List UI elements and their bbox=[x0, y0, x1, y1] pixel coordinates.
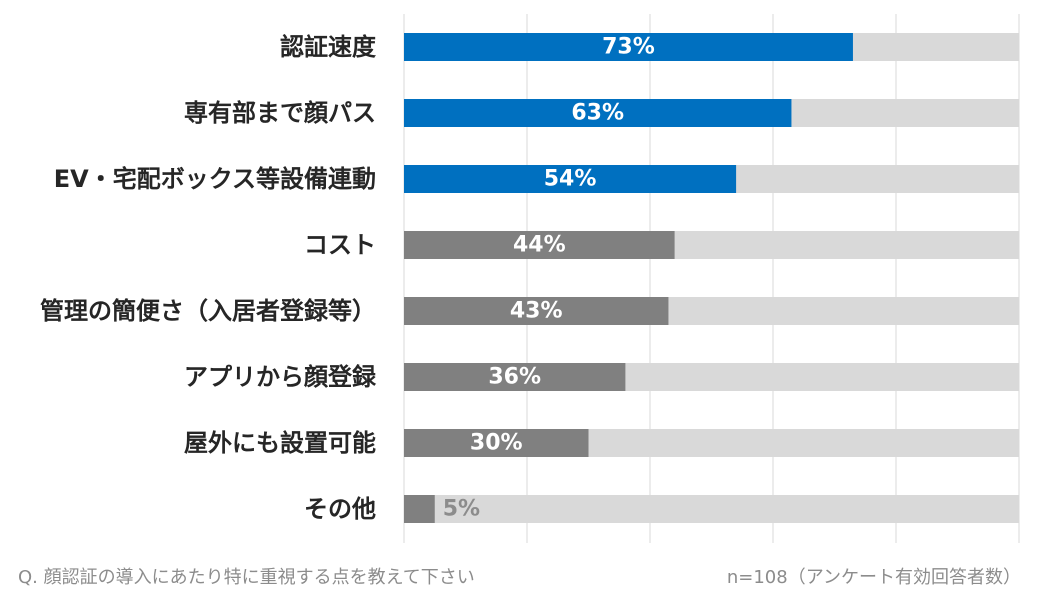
value-label: 5% bbox=[443, 497, 480, 522]
category-label: 専有部まで顔パス bbox=[184, 99, 376, 127]
bar-track bbox=[404, 495, 1019, 523]
bar bbox=[404, 99, 792, 127]
category-label: EV・宅配ボックス等設備連動 bbox=[54, 165, 376, 193]
category-label: その他 bbox=[304, 495, 376, 523]
bar bbox=[404, 297, 669, 325]
category-label: アプリから顔登録 bbox=[184, 363, 377, 391]
bar bbox=[404, 429, 589, 457]
bar bbox=[404, 495, 435, 523]
value-label: 63% bbox=[571, 101, 624, 126]
category-label: 管理の簡便さ（入居者登録等） bbox=[40, 297, 376, 325]
value-label: 73% bbox=[602, 35, 655, 60]
sample-size-note: n=108（アンケート有効回答者数） bbox=[726, 567, 1021, 588]
bar-chart: 認証速度 73% 専有部まで顔パス 63% EV・宅配ボックス等設備連動 54% コスト 44… bbox=[40, 14, 1020, 543]
category-label: 認証速度 bbox=[280, 33, 377, 61]
value-label: 54% bbox=[544, 167, 597, 192]
category-label: 屋外にも設置可能 bbox=[184, 429, 376, 457]
value-label: 43% bbox=[510, 299, 563, 324]
value-label: 36% bbox=[488, 365, 541, 390]
value-label: 44% bbox=[513, 233, 566, 258]
category-label: コスト bbox=[304, 231, 376, 259]
bar bbox=[404, 231, 675, 259]
bar bbox=[404, 363, 626, 391]
bar bbox=[404, 165, 737, 193]
survey-question: Q. 顔認証の導入にあたり特に重視する点を教えて下さい bbox=[18, 567, 475, 588]
bar bbox=[404, 33, 853, 61]
value-label: 30% bbox=[470, 431, 523, 456]
